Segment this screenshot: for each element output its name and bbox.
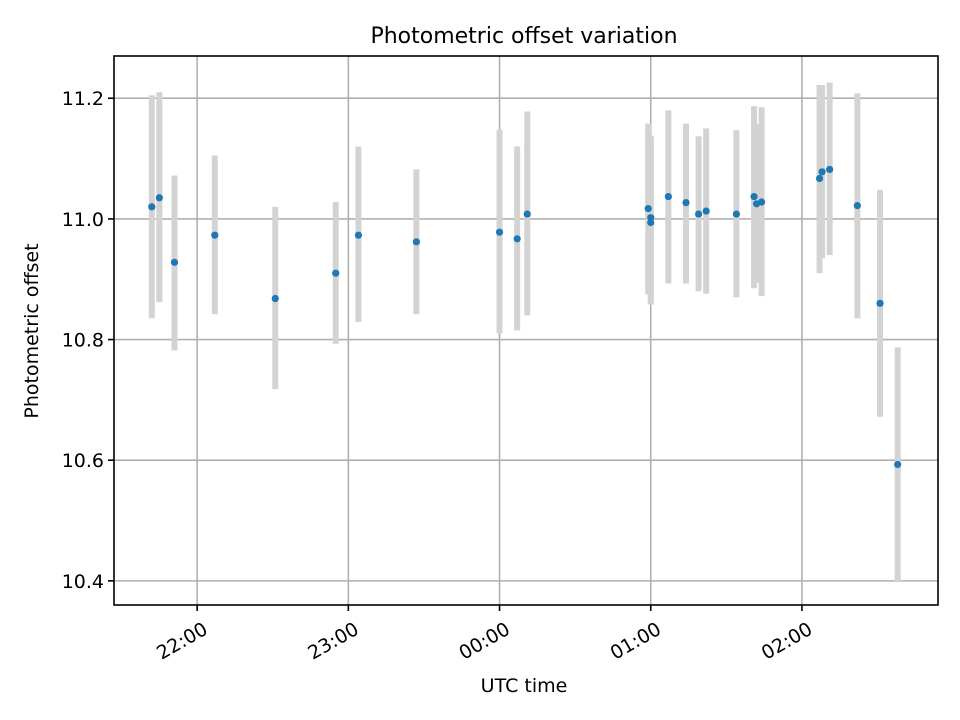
y-tick-label: 11.2 (62, 88, 104, 110)
data-points (148, 165, 902, 469)
data-point (695, 210, 703, 218)
data-point (815, 174, 824, 183)
data-point (495, 228, 504, 236)
data-point (332, 269, 340, 277)
grid-lines (114, 56, 938, 605)
data-point (702, 207, 710, 215)
plot-frame (113, 55, 939, 606)
x-tick-label: 22:00 (153, 618, 211, 664)
data-point (271, 294, 279, 303)
data-point (758, 198, 766, 206)
data-point (664, 192, 672, 201)
x-axis-label: UTC time (481, 675, 568, 697)
data-point (644, 205, 652, 213)
data-point (523, 210, 531, 218)
error-bars (148, 82, 901, 583)
data-point (853, 202, 861, 210)
data-point (354, 231, 363, 239)
y-tick-label: 10.8 (62, 330, 104, 352)
data-point (148, 203, 156, 211)
data-point (211, 231, 219, 239)
axis-ticks: 10.4 10.6 10.8 11.0 11.2 22:00 23:00 00:00 01:00… (62, 88, 817, 664)
y-tick-label: 10.4 (62, 571, 104, 593)
data-point (170, 258, 179, 266)
data-point (732, 210, 741, 218)
data-point (818, 168, 826, 176)
y-tick-label: 11.0 (62, 209, 104, 231)
y-tick-label: 10.6 (62, 450, 104, 472)
data-point (894, 460, 902, 469)
data-point (155, 194, 163, 202)
data-point (750, 192, 758, 201)
data-point (876, 299, 884, 307)
y-axis-label: Photometric offset (21, 243, 43, 418)
x-tick-label: 00:00 (455, 618, 513, 664)
data-point (513, 235, 521, 243)
x-tick-label: 02:00 (758, 618, 816, 664)
data-point (826, 165, 834, 174)
data-point (682, 199, 690, 207)
data-point (647, 218, 655, 227)
x-tick-label: 01:00 (607, 618, 665, 664)
x-tick-label: 23:00 (304, 618, 362, 664)
data-point (412, 238, 420, 246)
chart-title: Photometric offset variation (370, 24, 677, 49)
